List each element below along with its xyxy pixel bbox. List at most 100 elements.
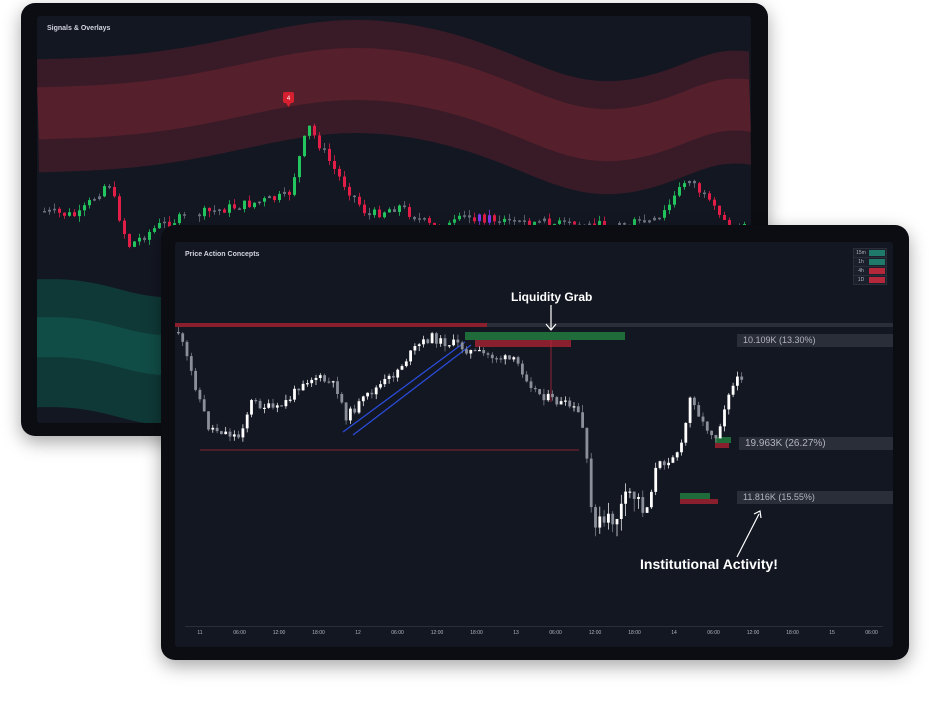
candle-body xyxy=(623,222,626,225)
candle-body xyxy=(727,394,731,410)
front-chart-canvas[interactable] xyxy=(175,242,893,647)
candle-body xyxy=(123,220,126,235)
candle-body xyxy=(58,208,61,213)
candle-body xyxy=(232,434,236,437)
candle-body xyxy=(318,375,322,378)
candle-body xyxy=(456,339,460,343)
candle-body xyxy=(353,195,356,198)
candle-body xyxy=(426,339,430,344)
trendline-upper xyxy=(342,341,466,433)
candle-body xyxy=(698,183,701,193)
candle-body xyxy=(563,220,566,222)
signal-marker: 4 xyxy=(283,92,294,107)
candle-body xyxy=(93,199,96,201)
x-axis: 11 06:00 12:00 18:00 12 06:00 12:00 18:00 13 06:0… xyxy=(185,626,883,639)
candle-body xyxy=(718,426,722,439)
candle-body xyxy=(263,407,266,410)
candle-body xyxy=(478,350,481,352)
candle-body xyxy=(645,507,649,513)
candle-body xyxy=(435,333,438,344)
candle-body xyxy=(731,385,735,395)
supply-zone-low xyxy=(680,499,718,504)
candle-body xyxy=(177,332,180,334)
timeframe-label: 15m xyxy=(856,250,866,256)
candle-body xyxy=(233,204,236,209)
candle-body xyxy=(245,414,249,429)
candle-body xyxy=(181,333,185,342)
timeframe-row: 1h xyxy=(854,258,886,267)
candle-body xyxy=(663,210,666,218)
candle-body xyxy=(298,156,301,178)
candle-body xyxy=(318,135,321,149)
candle-body xyxy=(624,491,627,504)
candle-body xyxy=(88,200,91,206)
x-axis-tick-label: 12 xyxy=(355,630,361,636)
candle-body xyxy=(275,405,279,408)
candle-body xyxy=(254,400,258,402)
candle-body xyxy=(538,221,541,223)
candle-body xyxy=(710,430,713,436)
premium-zone-bar xyxy=(175,323,893,327)
candle-body xyxy=(68,212,71,216)
candle-body xyxy=(393,209,396,212)
candle-body xyxy=(671,457,675,463)
candle-body xyxy=(183,214,186,216)
candle-body xyxy=(493,215,496,222)
candle-body xyxy=(143,237,146,240)
candle-body xyxy=(680,442,683,453)
candle-body xyxy=(428,218,431,223)
candle-body xyxy=(572,406,576,408)
candle-body xyxy=(392,375,395,378)
front-chart-screen[interactable]: Price Action Concepts 15m 1h 4h 1D 10.109K … xyxy=(175,242,893,647)
candle-body xyxy=(693,397,696,406)
timeframe-row: 4h xyxy=(854,267,886,276)
candle-body xyxy=(654,467,658,492)
candle-body xyxy=(516,357,520,364)
back-chart-canvas[interactable]: 4 xyxy=(37,16,751,423)
candle-body xyxy=(224,431,228,435)
candle-body xyxy=(641,497,645,513)
candle-body xyxy=(258,201,261,204)
candle-body xyxy=(430,333,434,344)
candle-body xyxy=(683,183,686,188)
candle-body xyxy=(678,187,681,196)
candle-body xyxy=(343,176,346,187)
candle-body xyxy=(383,379,387,385)
candle-body xyxy=(607,513,610,523)
candle-body xyxy=(98,196,101,200)
timeframe-label: 4h xyxy=(858,268,864,274)
candle-body xyxy=(693,180,696,184)
candle-body xyxy=(273,196,276,201)
candle-body xyxy=(615,518,619,525)
candle-body xyxy=(708,193,711,200)
demand-zone-top xyxy=(465,332,625,340)
candle-body xyxy=(263,198,266,202)
candle-body xyxy=(718,205,721,215)
timeframe-trend-cell xyxy=(869,250,885,256)
candle-body xyxy=(529,381,533,388)
supply-zone-top xyxy=(175,323,487,327)
candle-body xyxy=(313,125,316,136)
institutional-arrow-head xyxy=(753,510,762,519)
candle-body xyxy=(108,186,111,188)
candle-body xyxy=(253,202,256,208)
candle-body xyxy=(348,186,351,196)
candle-body xyxy=(267,403,271,408)
x-axis-tick-label: 12:00 xyxy=(430,630,444,636)
candle-body xyxy=(408,207,411,217)
candle-body xyxy=(327,381,331,383)
candle-body xyxy=(638,219,641,221)
candle-body xyxy=(63,212,66,216)
candle-body xyxy=(543,218,546,222)
candle-body xyxy=(303,135,306,157)
timeframe-label: 1D xyxy=(857,277,865,283)
candle-body xyxy=(293,177,296,195)
candle-body xyxy=(684,422,688,443)
candle-body xyxy=(243,200,246,210)
candle-body xyxy=(525,374,529,382)
candle-body xyxy=(163,221,166,224)
candle-body xyxy=(512,357,516,360)
candle-body xyxy=(73,212,76,217)
candle-body xyxy=(740,376,744,380)
timeframe-table: 15m 1h 4h 1D xyxy=(853,248,887,285)
